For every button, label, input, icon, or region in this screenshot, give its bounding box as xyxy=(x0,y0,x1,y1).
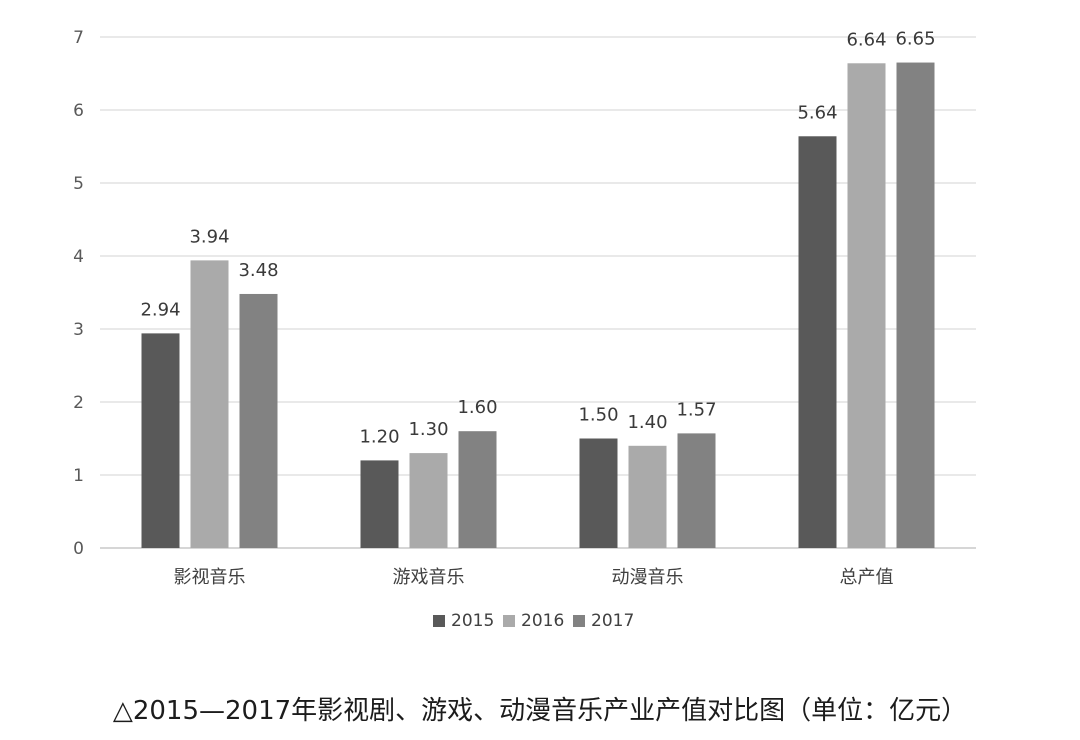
y-axis-ticks: 0 1 2 3 4 5 6 7 xyxy=(73,28,84,559)
bar-2015-0 xyxy=(141,333,180,548)
legend-label: 2017 xyxy=(591,611,634,631)
category-label: 动漫音乐 xyxy=(612,567,684,588)
legend-label: 2015 xyxy=(451,611,494,631)
category-label: 总产值 xyxy=(840,567,894,588)
y-tick-label: 5 xyxy=(73,174,84,194)
data-label: 1.60 xyxy=(457,397,497,418)
bar-2017-0 xyxy=(239,293,278,548)
figure-caption: △2015—2017年影视剧、游戏、动漫音乐产业产值对比图（单位：亿元） xyxy=(112,696,968,726)
data-label: 1.40 xyxy=(627,412,667,433)
bar-2015-3 xyxy=(798,136,837,548)
data-label: 6.65 xyxy=(895,29,935,50)
bar-2016-0 xyxy=(190,260,229,548)
bar-2017-2 xyxy=(677,433,716,548)
data-label: 2.94 xyxy=(140,299,180,320)
data-label: 1.20 xyxy=(359,426,399,447)
data-label: 3.94 xyxy=(189,226,229,247)
legend-swatch-2016 xyxy=(503,615,515,627)
data-label: 5.64 xyxy=(797,102,837,123)
bar-chart: 0 1 2 3 4 5 6 7 2.94 3.94 3.48 1.20 1.30 1.60 1.50 1.4… xyxy=(73,28,976,631)
gridlines xyxy=(100,36,976,549)
x-axis-categories: 影视音乐 游戏音乐 动漫音乐 总产值 xyxy=(174,567,894,588)
category-label: 游戏音乐 xyxy=(393,567,465,588)
y-tick-label: 0 xyxy=(73,539,84,559)
legend-label: 2016 xyxy=(521,611,564,631)
y-tick-label: 1 xyxy=(73,466,84,486)
bar-2015-2 xyxy=(579,438,618,548)
bar-2016-2 xyxy=(628,445,667,548)
bar-2017-3 xyxy=(896,62,935,549)
legend: 2015 2016 2017 xyxy=(433,611,634,631)
legend-swatch-2015 xyxy=(433,615,445,627)
legend-swatch-2017 xyxy=(573,615,585,627)
bar-2015-1 xyxy=(360,460,399,548)
y-tick-label: 4 xyxy=(73,247,84,267)
y-tick-label: 6 xyxy=(73,101,84,121)
bar-2016-1 xyxy=(409,453,448,548)
bar-2017-1 xyxy=(458,431,497,548)
data-label: 6.64 xyxy=(846,29,886,50)
y-tick-label: 7 xyxy=(73,28,84,48)
category-label: 影视音乐 xyxy=(174,567,246,588)
bars xyxy=(141,62,935,549)
data-label: 3.48 xyxy=(238,260,278,281)
y-tick-label: 2 xyxy=(73,393,84,413)
bar-2016-3 xyxy=(847,63,886,548)
data-label: 1.57 xyxy=(676,399,716,420)
data-labels: 2.94 3.94 3.48 1.20 1.30 1.60 1.50 1.40 1.57 5.64… xyxy=(140,29,935,448)
data-label: 1.50 xyxy=(578,405,618,426)
y-tick-label: 3 xyxy=(73,320,84,340)
data-label: 1.30 xyxy=(408,419,448,440)
